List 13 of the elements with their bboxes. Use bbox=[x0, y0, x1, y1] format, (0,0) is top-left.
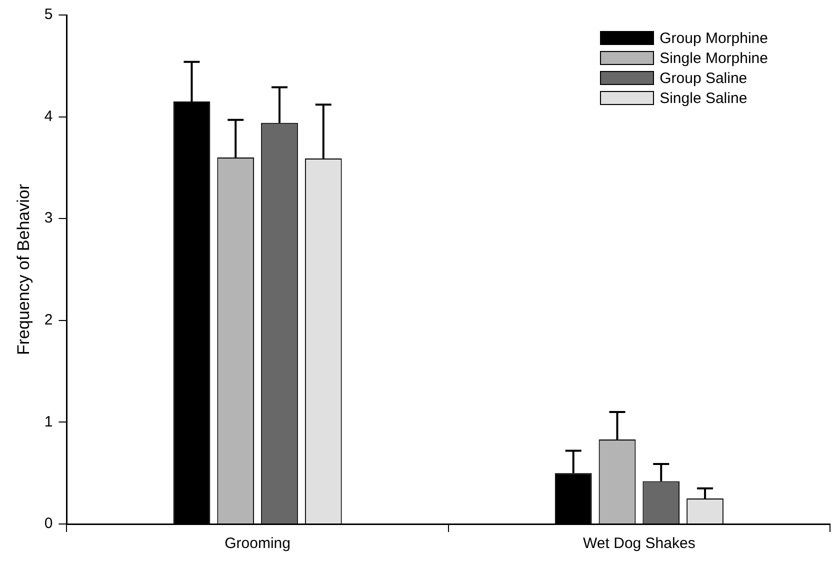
y-tick-label: 5 bbox=[44, 6, 53, 24]
legend-label: Group Saline bbox=[660, 70, 748, 86]
legend-label: Single Morphine bbox=[660, 50, 768, 66]
x-tick-label: Wet Dog Shakes bbox=[583, 535, 696, 552]
y-tick-label: 2 bbox=[44, 312, 53, 329]
legend-label: Single Saline bbox=[660, 90, 748, 106]
y-axis-title: Frequency of Behavior bbox=[14, 184, 33, 356]
y-tick-label: 3 bbox=[44, 210, 53, 227]
y-tick-label: 4 bbox=[44, 108, 53, 125]
y-tick-label: 1 bbox=[44, 413, 53, 430]
x-tick-label: Grooming bbox=[224, 535, 290, 552]
y-tick-label: 0 bbox=[44, 515, 53, 532]
legend-label: Group Morphine bbox=[660, 30, 768, 46]
